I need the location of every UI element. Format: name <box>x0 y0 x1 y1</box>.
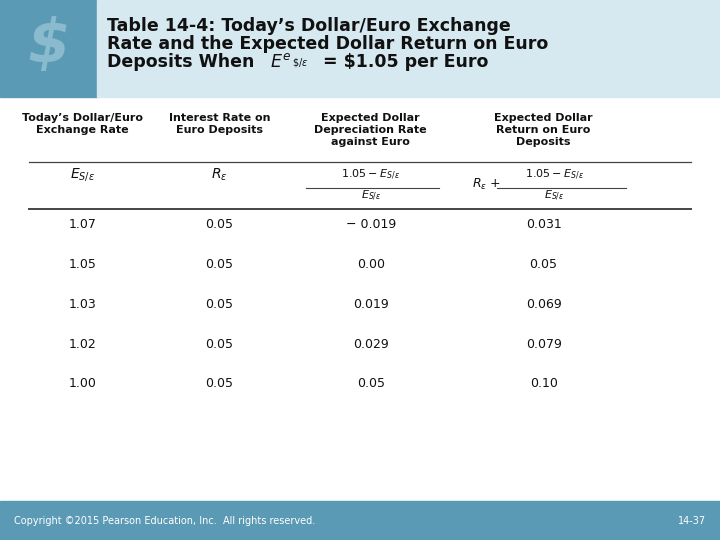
Text: $\mathit{R}_{\epsilon}$ +: $\mathit{R}_{\epsilon}$ + <box>472 177 500 192</box>
Text: 0.05: 0.05 <box>530 258 557 271</box>
Text: = $1.05 per Euro: = $1.05 per Euro <box>317 53 488 71</box>
Text: 1.00: 1.00 <box>69 377 96 390</box>
Text: 0.05: 0.05 <box>357 377 384 390</box>
Text: Expected Dollar
Depreciation Rate
against Euro: Expected Dollar Depreciation Rate agains… <box>315 113 427 146</box>
Text: Today’s Dollar/Euro
Exchange Rate: Today’s Dollar/Euro Exchange Rate <box>22 113 143 135</box>
Text: 0.019: 0.019 <box>353 298 389 310</box>
Text: 1.03: 1.03 <box>69 298 96 310</box>
Bar <box>97 0 720 97</box>
Text: Copyright ©2015 Pearson Education, Inc.  All rights reserved.: Copyright ©2015 Pearson Education, Inc. … <box>14 516 315 525</box>
Text: 0.031: 0.031 <box>526 218 562 231</box>
Text: 0.10: 0.10 <box>530 377 557 390</box>
Text: Interest Rate on
Euro Deposits: Interest Rate on Euro Deposits <box>169 113 270 135</box>
Text: 0.029: 0.029 <box>353 338 389 350</box>
Text: 0.05: 0.05 <box>206 338 233 350</box>
Text: 1.02: 1.02 <box>69 338 96 350</box>
Bar <box>22 105 698 475</box>
Text: $\mathit{E}_{S/\epsilon}$: $\mathit{E}_{S/\epsilon}$ <box>361 189 381 203</box>
Text: $_{\$/\mathit{\epsilon}}$: $_{\$/\mathit{\epsilon}}$ <box>292 56 309 70</box>
Bar <box>0 501 720 540</box>
Text: $\mathit{E}^e$: $\mathit{E}^e$ <box>270 53 291 71</box>
Text: 14-37: 14-37 <box>678 516 706 525</box>
Text: $\mathit{E}_{S/\epsilon}$: $\mathit{E}_{S/\epsilon}$ <box>71 166 95 183</box>
Text: Deposits When: Deposits When <box>107 53 260 71</box>
Text: Table 14-4: Today’s Dollar/Euro Exchange: Table 14-4: Today’s Dollar/Euro Exchange <box>107 17 510 35</box>
Text: 0.069: 0.069 <box>526 298 562 310</box>
Text: $: $ <box>27 16 70 76</box>
Bar <box>0 0 97 97</box>
Text: $1.05 - \mathit{E}_{S/\epsilon}$: $1.05 - \mathit{E}_{S/\epsilon}$ <box>525 167 584 181</box>
Text: $\mathit{R}_{\epsilon}$: $\mathit{R}_{\epsilon}$ <box>211 166 228 183</box>
Text: Rate and the Expected Dollar Return on Euro: Rate and the Expected Dollar Return on E… <box>107 35 548 53</box>
Text: 1.05: 1.05 <box>69 258 96 271</box>
Text: 0.05: 0.05 <box>206 218 233 231</box>
Text: − 0.019: − 0.019 <box>346 218 396 231</box>
Text: $1.05 - \mathit{E}_{S/\epsilon}$: $1.05 - \mathit{E}_{S/\epsilon}$ <box>341 167 400 181</box>
Text: Expected Dollar
Return on Euro
Deposits: Expected Dollar Return on Euro Deposits <box>495 113 593 146</box>
Text: 0.079: 0.079 <box>526 338 562 350</box>
Text: $\mathit{E}_{S/\epsilon}$: $\mathit{E}_{S/\epsilon}$ <box>544 189 564 203</box>
Text: 0.05: 0.05 <box>206 377 233 390</box>
Text: 0.05: 0.05 <box>206 298 233 310</box>
Text: 0.05: 0.05 <box>206 258 233 271</box>
Text: 1.07: 1.07 <box>69 218 96 231</box>
Text: 0.00: 0.00 <box>357 258 384 271</box>
